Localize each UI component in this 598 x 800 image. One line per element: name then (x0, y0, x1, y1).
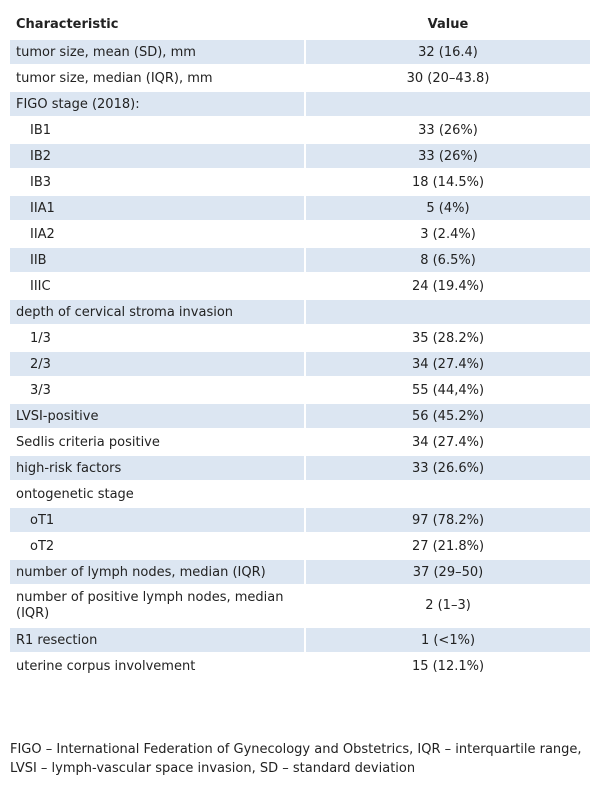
table-row: IB1 33 (26%) (10, 118, 590, 142)
table-row: number of lymph nodes, median (IQR) 37 (2… (10, 560, 590, 584)
label-cell: ontogenetic stage (16, 486, 134, 502)
table-row: ontogenetic stage (10, 482, 590, 506)
label-cell: LVSI-positive (10, 404, 304, 428)
label-cell: high-risk factors (10, 456, 304, 480)
label-cell: FIGO stage (2018): (10, 92, 304, 116)
table-row: high-risk factors 33 (26.6%) (10, 456, 590, 480)
table-row: LVSI-positive 56 (45.2%) (10, 404, 590, 428)
table-row: number of positive lymph nodes, median (… (10, 586, 590, 626)
value-cell: 34 (27.4%) (411, 434, 485, 450)
value-cell: 35 (28.2%) (411, 330, 485, 346)
value-cell: 34 (27.4%) (306, 352, 590, 376)
table-row: tumor size, median (IQR), mm 30 (20–43.8) (10, 66, 590, 90)
value-cell: 18 (14.5%) (411, 174, 485, 190)
table-row: IIA2 3 (2.4%) (10, 222, 590, 246)
table-row: depth of cervical stroma invasion (10, 300, 590, 324)
header-cell: Characteristic (16, 16, 119, 32)
label-cell: uterine corpus involvement (16, 658, 196, 674)
table-row: IB2 33 (26%) (10, 144, 590, 168)
table-row: tumor size, mean (SD), mm 32 (16.4) (10, 40, 590, 64)
table-body: tumor size, mean (SD), mm 32 (16.4) tumor … (10, 40, 590, 678)
table-row: uterine corpus involvement 15 (12.1%) (10, 654, 590, 678)
table-row: 1/3 35 (28.2%) (10, 326, 590, 350)
table-row: IIA1 5 (4%) (10, 196, 590, 220)
table-row: oT2 27 (21.8%) (10, 534, 590, 558)
characteristics-table: Characteristic Value tumor size, mean (S… (8, 8, 592, 680)
header-row: Characteristic Value (10, 10, 590, 38)
value-cell: 33 (26%) (306, 144, 590, 168)
label-cell: number of positive lymph nodes, median (… (16, 590, 284, 621)
value-cell: 32 (16.4) (306, 40, 590, 64)
table-row: IB3 18 (14.5%) (10, 170, 590, 194)
label-cell: IIA1 (10, 196, 304, 220)
table-row: IIIC 24 (19.4%) (10, 274, 590, 298)
label-cell: 2/3 (10, 352, 304, 376)
label-cell: tumor size, median (IQR), mm (16, 70, 213, 86)
value-cell: 3 (2.4%) (420, 226, 476, 242)
header-cell: Value (427, 16, 469, 32)
value-cell: 2 (1–3) (425, 598, 471, 613)
value-cell (306, 300, 590, 324)
value-cell: 55 (44,4%) (411, 382, 485, 398)
label-cell: R1 resection (10, 628, 304, 652)
value-cell: 33 (26%) (418, 122, 478, 138)
value-cell: 15 (12.1%) (411, 658, 485, 674)
label-cell: 3/3 (30, 382, 51, 398)
table-row: IIB 8 (6.5%) (10, 248, 590, 272)
label-cell: IIB (10, 248, 304, 272)
label-cell: oT2 (30, 538, 55, 554)
value-cell: 33 (26.6%) (306, 456, 590, 480)
label-cell: Sedlis criteria positive (16, 434, 160, 450)
label-cell: IIA2 (30, 226, 55, 242)
label-cell: oT1 (10, 508, 304, 532)
value-cell: 97 (78.2%) (306, 508, 590, 532)
value-cell: 30 (20–43.8) (406, 70, 490, 86)
value-cell (306, 92, 590, 116)
label-cell: IIIC (30, 278, 51, 294)
label-cell: IB1 (30, 122, 52, 138)
label-cell: IB2 (10, 144, 304, 168)
label-cell: IB3 (30, 174, 52, 190)
value-cell: 37 (29–50) (306, 560, 590, 584)
label-cell: 1/3 (30, 330, 51, 346)
value-cell: 8 (6.5%) (306, 248, 590, 272)
value-cell: 56 (45.2%) (306, 404, 590, 428)
table-row: R1 resection 1 (<1%) (10, 628, 590, 652)
value-cell: 1 (<1%) (306, 628, 590, 652)
table-row: 3/3 55 (44,4%) (10, 378, 590, 402)
value-cell: 27 (21.8%) (411, 538, 485, 554)
value-cell (306, 482, 590, 506)
table-row: 2/3 34 (27.4%) (10, 352, 590, 376)
value-cell: 5 (4%) (306, 196, 590, 220)
table-row: oT1 97 (78.2%) (10, 508, 590, 532)
footnote: FIGO – International Federation of Gynec… (10, 742, 582, 776)
value-cell: 24 (19.4%) (411, 278, 485, 294)
label-cell: depth of cervical stroma invasion (10, 300, 304, 324)
table-row: Sedlis criteria positive 34 (27.4%) (10, 430, 590, 454)
label-cell: number of lymph nodes, median (IQR) (10, 560, 304, 584)
table-row: FIGO stage (2018): (10, 92, 590, 116)
table-container: Characteristic Value tumor size, mean (S… (8, 8, 592, 680)
label-cell: tumor size, mean (SD), mm (10, 40, 304, 64)
